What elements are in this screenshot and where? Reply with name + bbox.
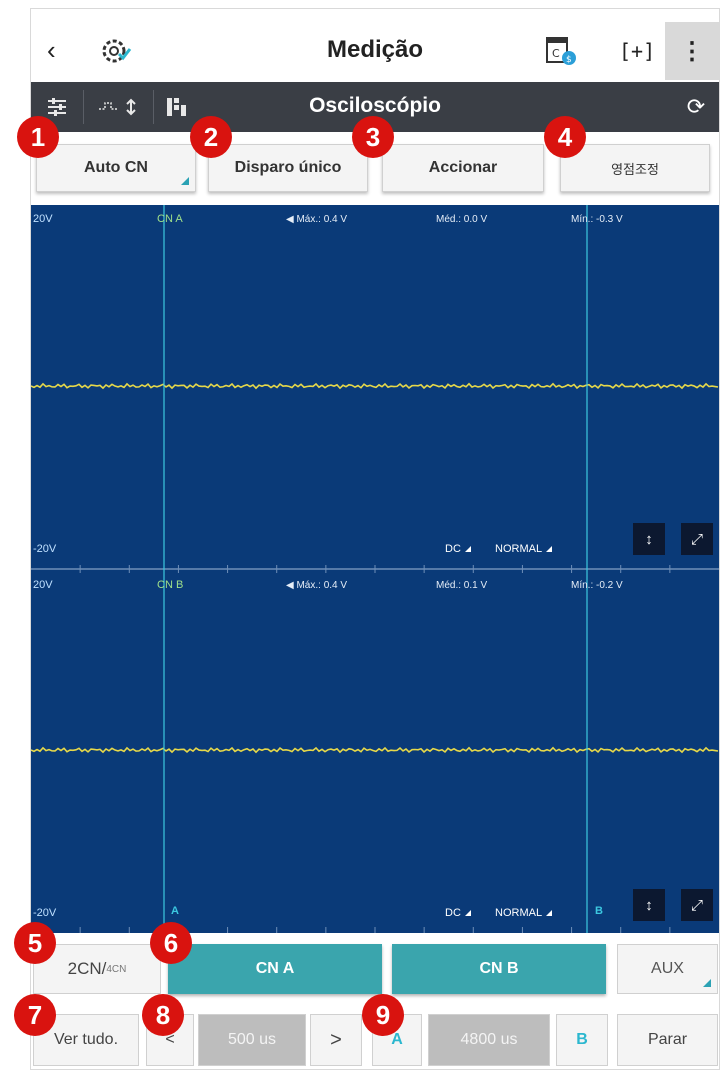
report-icon[interactable]: C $ xyxy=(543,34,579,68)
view-all-button[interactable]: Ver tudo. xyxy=(33,1014,139,1066)
chevron-left-icon[interactable]: ‹ xyxy=(47,35,56,65)
tab-channel-a[interactable]: CN A xyxy=(168,944,382,994)
channel-a-top-voltage: 20V xyxy=(33,213,53,225)
channel-b-mode-dropdown[interactable]: NORMAL xyxy=(495,907,553,919)
toolbar-divider xyxy=(83,90,84,124)
callout-badge: 2 xyxy=(190,116,232,158)
vehicle-settings-icon[interactable] xyxy=(99,34,133,68)
cursor-delta-value: 4800 us xyxy=(428,1014,550,1066)
cursor-b-button[interactable]: B xyxy=(556,1014,608,1066)
page-title: Medição xyxy=(326,36,424,63)
callout-badge: 7 xyxy=(14,994,56,1036)
channel-b-coupling-dropdown[interactable]: DC xyxy=(445,907,471,919)
channel-a-coupling: DC xyxy=(445,543,461,555)
channel-b-max: ◀ Máx.: 0.4 V xyxy=(286,580,348,591)
callout-badge: 3 xyxy=(352,116,394,158)
single-shot-label: Disparo único xyxy=(234,159,342,176)
refresh-icon[interactable]: ⟳ xyxy=(686,94,706,119)
callout-badge: 8 xyxy=(142,994,184,1036)
auto-channel-button[interactable]: Auto CN xyxy=(36,144,196,192)
settings-sliders-icon[interactable] xyxy=(39,92,75,122)
callout-badge: 4 xyxy=(544,116,586,158)
dropdown-corner-icon xyxy=(181,177,189,185)
trigger-label: Accionar xyxy=(428,159,498,176)
channel-a-bottom-voltage: -20V xyxy=(33,543,57,555)
fullscreen-icon[interactable]: ⤢ xyxy=(681,889,713,921)
channel-a-coupling-dropdown[interactable]: DC xyxy=(445,543,471,555)
trigger-button[interactable]: Accionar xyxy=(382,144,544,192)
zero-adjust-label: 영점조정 xyxy=(611,161,659,177)
single-shot-button[interactable]: Disparo único xyxy=(208,144,368,192)
stop-button[interactable]: Parar xyxy=(617,1014,718,1066)
fullscreen-icon[interactable]: ⤢ xyxy=(681,523,713,555)
zero-adjust-button[interactable]: 영점조정 xyxy=(560,144,710,192)
channel-a-avg: Méd.: 0.0 V xyxy=(436,214,488,225)
tab-aux-label: AUX xyxy=(651,960,684,977)
channel-a-label: CN A xyxy=(157,213,183,225)
channel-a-max: ◀ Máx.: 0.4 V xyxy=(286,214,348,225)
app-bar: ‹ Medição C $ [+] ⋮ xyxy=(31,22,719,82)
dropdown-corner-icon xyxy=(703,979,711,987)
toolbar-divider xyxy=(153,90,154,124)
screen-capture-icon[interactable]: [+] xyxy=(619,39,656,63)
waveform-canvas xyxy=(31,205,719,933)
auto-channel-label: Auto CN xyxy=(84,159,148,176)
channel-b-bottom-voltage: -20V xyxy=(33,907,57,919)
channel-b-label: CN B xyxy=(157,579,184,591)
time-base-value: 500 us xyxy=(198,1014,306,1066)
channel-count-alt: 4CN xyxy=(106,963,127,975)
svg-text:$: $ xyxy=(566,55,572,65)
channel-a-min: Mín.: -0.3 V xyxy=(571,214,623,225)
channel-b-max-value: Máx.: 0.4 V xyxy=(296,580,348,591)
tab-aux[interactable]: AUX xyxy=(617,944,718,994)
channel-a-mode: NORMAL xyxy=(495,543,543,555)
grid-layout-icon[interactable] xyxy=(159,92,195,122)
channel-b-trace xyxy=(31,746,719,754)
channel-a-trace xyxy=(31,382,719,390)
tab-channel-b[interactable]: CN B xyxy=(392,944,606,994)
svg-text:C: C xyxy=(552,47,560,60)
callout-badge: 1 xyxy=(17,116,59,158)
vertical-scale-icon[interactable]: ↕ xyxy=(633,889,665,921)
oscilloscope-display[interactable]: 20V CN A ◀ Máx.: 0.4 V Méd.: 0.0 V Mín.:… xyxy=(31,205,719,933)
toolbar-title: Osciloscópio xyxy=(309,94,441,117)
channel-b-min: Mín.: -0.2 V xyxy=(571,580,623,591)
cursor-b-marker[interactable]: B xyxy=(595,905,603,917)
callout-badge: 5 xyxy=(14,922,56,964)
channel-b-coupling: DC xyxy=(445,907,461,919)
time-increase-button[interactable]: > xyxy=(310,1014,362,1066)
callout-badge: 9 xyxy=(362,994,404,1036)
callout-badge: 6 xyxy=(150,922,192,964)
channel-count-main: 2CN/ xyxy=(67,959,107,978)
channel-b-avg: Méd.: 0.1 V xyxy=(436,580,488,591)
cursor-a-marker[interactable]: A xyxy=(171,905,179,917)
channel-a-mode-dropdown[interactable]: NORMAL xyxy=(495,543,553,555)
more-vertical-icon[interactable]: ⋮ xyxy=(665,22,719,80)
channel-b-mode: NORMAL xyxy=(495,907,543,919)
waveform-scale-icon[interactable] xyxy=(91,92,147,122)
channel-count-toggle[interactable]: 2CN/4CN xyxy=(33,944,161,994)
vertical-scale-icon[interactable]: ↕ xyxy=(633,523,665,555)
channel-b-top-voltage: 20V xyxy=(33,579,53,591)
channel-a-max-value: Máx.: 0.4 V xyxy=(296,214,348,225)
